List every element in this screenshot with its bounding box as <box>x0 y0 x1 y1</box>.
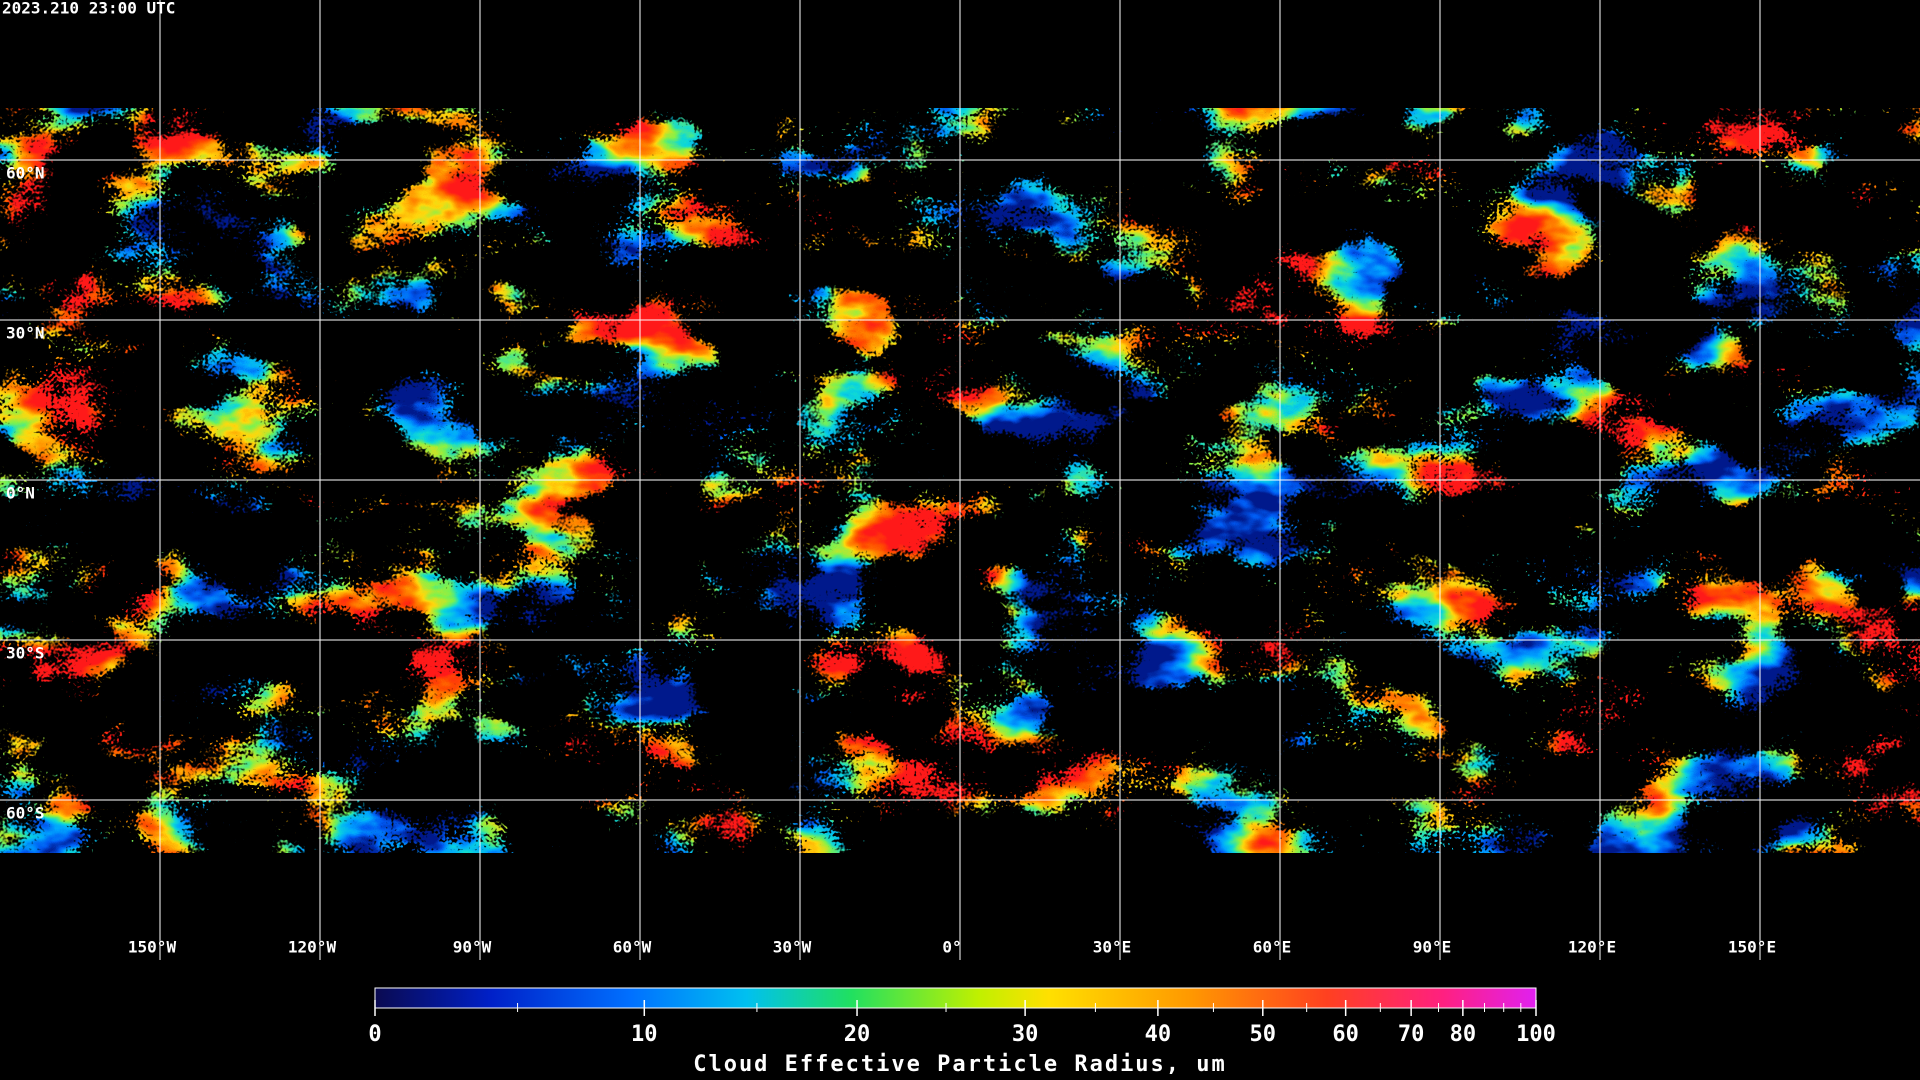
longitude-label: 120°E <box>1568 938 1616 957</box>
longitude-label: 150°E <box>1728 938 1776 957</box>
colorbar-tick-label: 40 <box>1145 1022 1172 1047</box>
latitude-label: 60°N <box>6 164 45 183</box>
longitude-label: 90°W <box>453 938 492 957</box>
colorbar-tick-label: 100 <box>1516 1022 1556 1047</box>
longitude-label: 150°W <box>128 938 177 957</box>
colorbar-tick-label: 60 <box>1332 1022 1359 1047</box>
longitude-label: 0° <box>942 938 961 957</box>
longitude-label: 30°E <box>1093 938 1132 957</box>
colorbar-tick-label: 70 <box>1398 1022 1425 1047</box>
longitude-label: 120°W <box>288 938 337 957</box>
latitude-label: 60°S <box>6 804 45 823</box>
longitude-label: 60°E <box>1253 938 1292 957</box>
longitude-label: 30°W <box>773 938 812 957</box>
graticule: 150°W 120°W 90°W 60°W 30°W 0° 30°E 60°E 90°E 120°… <box>0 0 1920 960</box>
latitude-label: 30°S <box>6 644 45 663</box>
colorbar-axis: 0 10 20 30 40 50 60 70 80 100 <box>368 1000 1556 1047</box>
colorbar-tick-label: 80 <box>1450 1022 1477 1047</box>
colorbar-tick-label: 10 <box>631 1022 658 1047</box>
timestamp: 2023.210 23:00 UTC <box>2 0 175 18</box>
latitude-label: 0°N <box>6 484 35 503</box>
colorbar-tick-label: 20 <box>844 1022 871 1047</box>
colorbar-tick-label: 30 <box>1012 1022 1039 1047</box>
longitude-label: 60°W <box>613 938 652 957</box>
latitude-label: 30°N <box>6 324 45 343</box>
longitude-label: 90°E <box>1413 938 1452 957</box>
colorbar-tick-label: 50 <box>1250 1022 1277 1047</box>
colorbar <box>374 987 1537 1009</box>
colorbar-tick-label: 0 <box>368 1022 381 1047</box>
colorbar-label: Cloud Effective Particle Radius, um <box>693 1052 1227 1077</box>
